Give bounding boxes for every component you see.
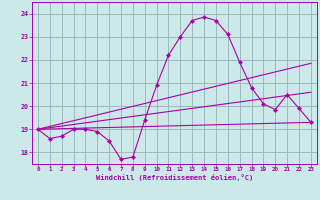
X-axis label: Windchill (Refroidissement éolien,°C): Windchill (Refroidissement éolien,°C)	[96, 174, 253, 181]
